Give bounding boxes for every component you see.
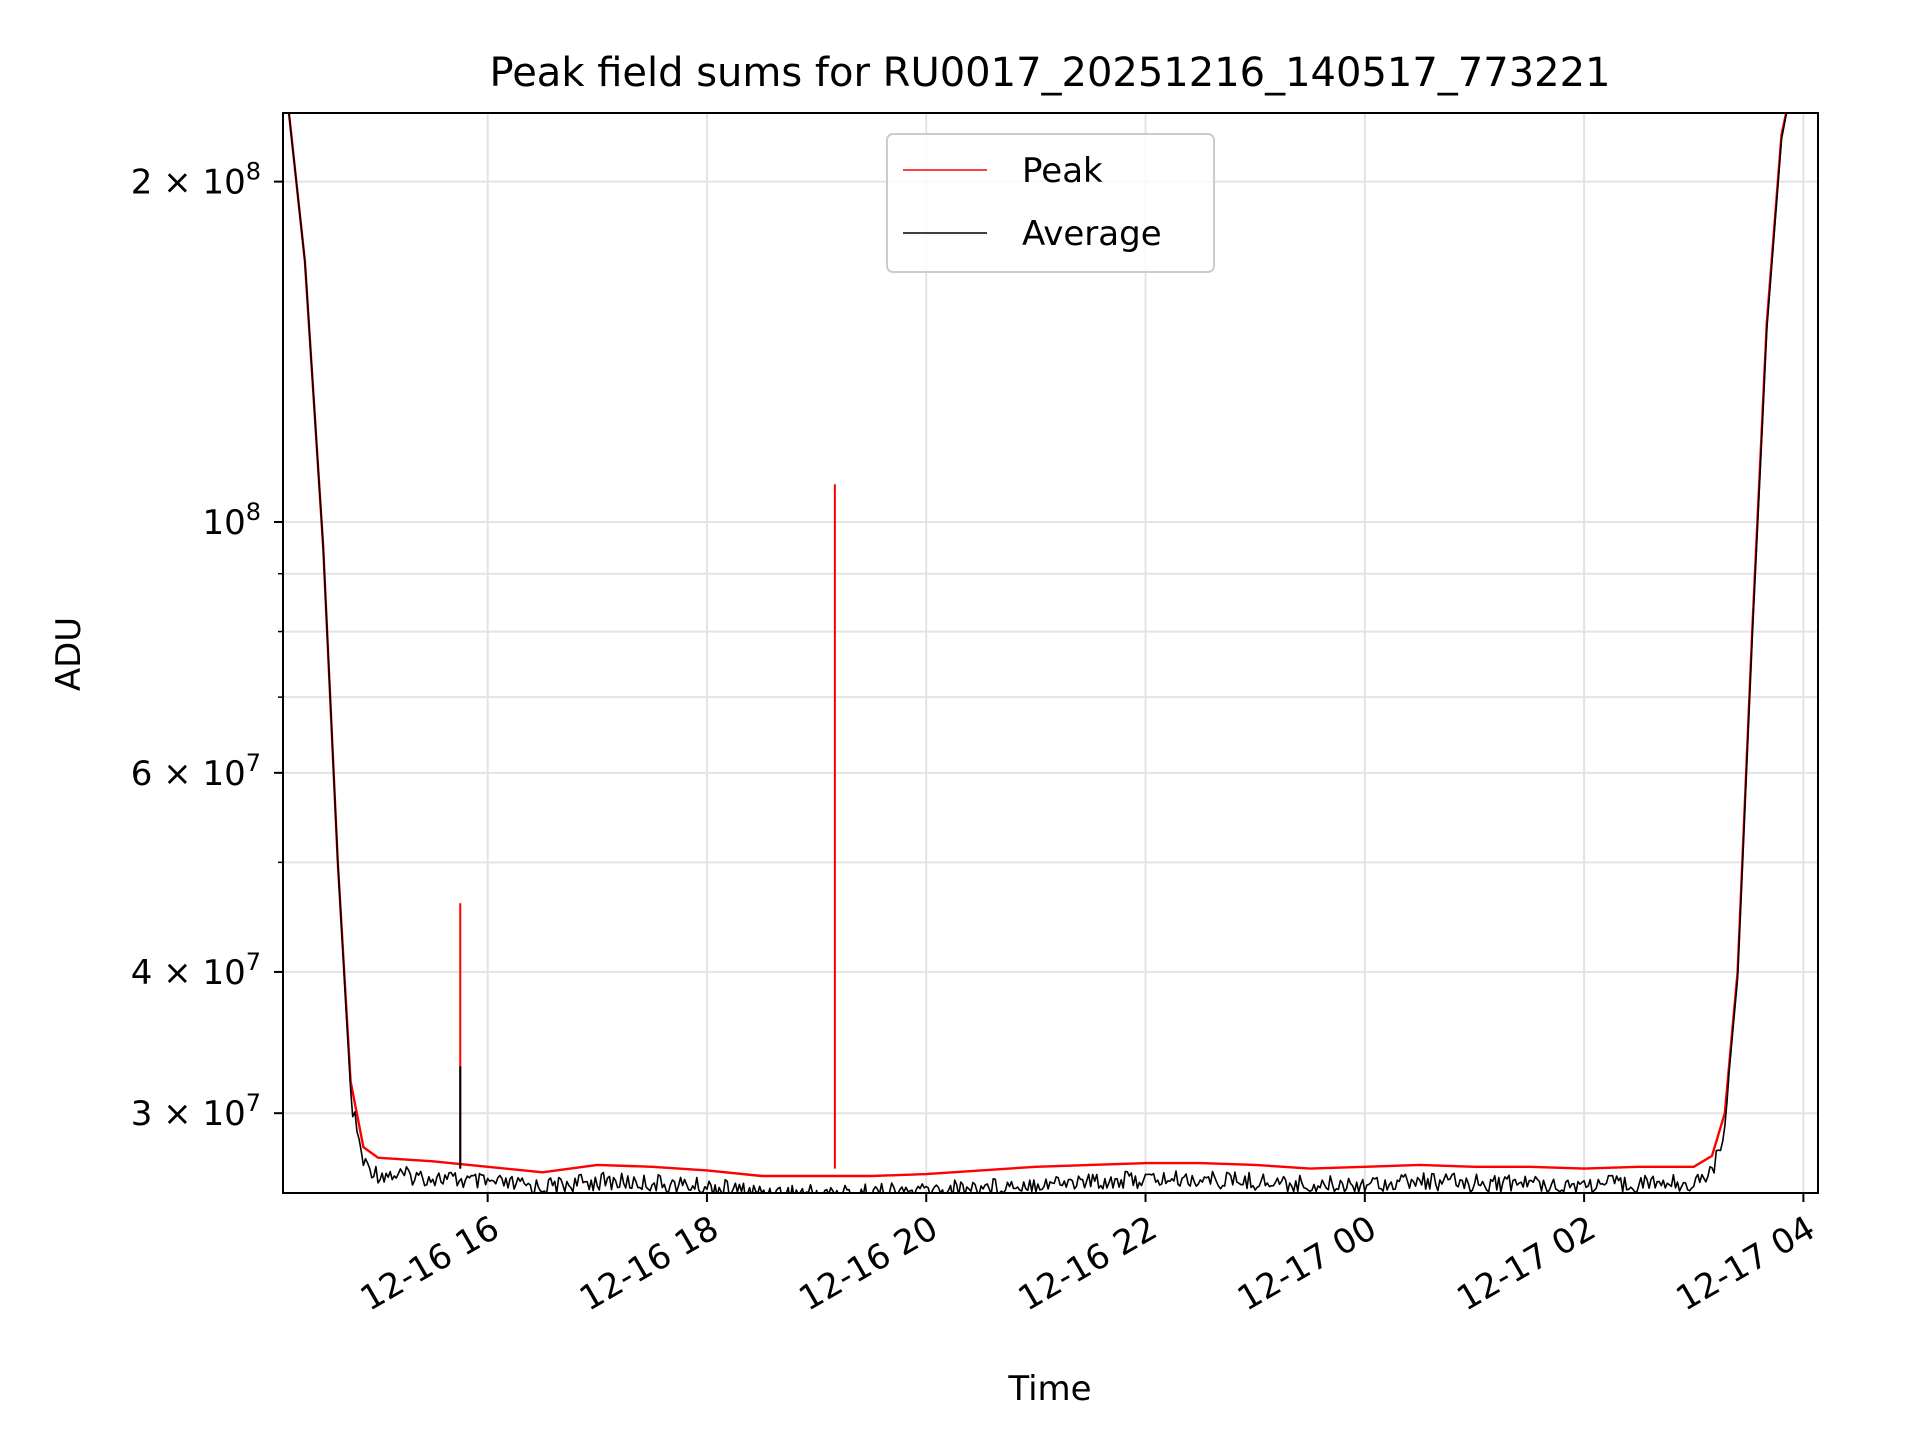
y-tick-label-2: 6 × 107: [131, 749, 261, 794]
y-tick-label-3: 108: [202, 498, 261, 543]
legend-label-average: Average: [1022, 214, 1162, 254]
y-tick-label-0: 3 × 107: [131, 1089, 261, 1134]
legend-label-peak: Peak: [1022, 151, 1103, 191]
series-line-average: [288, 113, 1788, 1193]
legend: Peak Average: [886, 133, 1215, 273]
chart-title: Peak field sums for RU0017_20251216_1405…: [490, 50, 1611, 96]
y-axis-label: ADU: [49, 617, 89, 691]
series-layer: [287, 113, 1788, 1193]
y-tick-label-4: 2 × 108: [131, 158, 261, 203]
series-line-peak: [287, 113, 1788, 1178]
y-tick-label-1: 4 × 107: [131, 948, 261, 993]
grid: [283, 113, 1818, 1193]
y-axis: 3 × 107 4 × 107 6 × 107 108 2 × 108: [131, 158, 283, 1134]
x-axis-label: Time: [1007, 1369, 1091, 1409]
legend-box: [886, 133, 1215, 273]
plot-frame: [282, 112, 1819, 1194]
